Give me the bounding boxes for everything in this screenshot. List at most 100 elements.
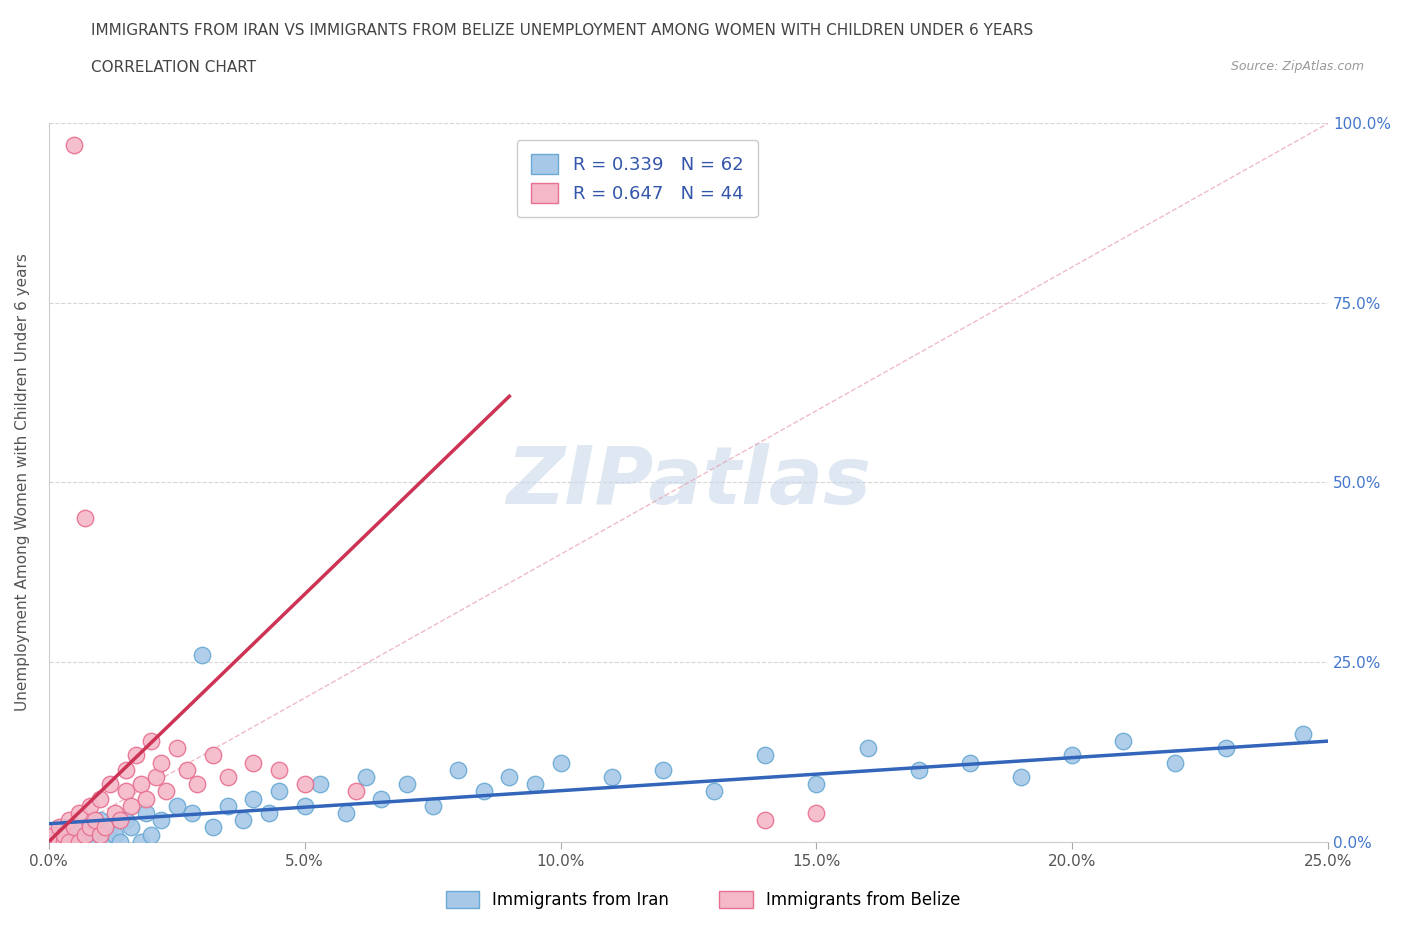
Point — [129, 834, 152, 849]
Point — [703, 784, 725, 799]
Point — [69, 834, 91, 849]
Legend: R = 0.339   N = 62, R = 0.647   N = 44: R = 0.339 N = 62, R = 0.647 N = 44 — [517, 140, 758, 218]
Point — [48, 827, 70, 842]
Point — [1010, 770, 1032, 785]
Text: CORRELATION CHART: CORRELATION CHART — [91, 60, 256, 75]
Point — [69, 820, 91, 835]
Point — [267, 763, 290, 777]
Point — [135, 805, 157, 820]
Point — [651, 763, 673, 777]
Point — [139, 827, 162, 842]
Point — [959, 755, 981, 770]
Point — [217, 798, 239, 813]
Point — [806, 805, 828, 820]
Point — [98, 777, 121, 791]
Point — [110, 834, 132, 849]
Point — [1163, 755, 1185, 770]
Point — [217, 770, 239, 785]
Point — [48, 834, 70, 849]
Point — [73, 827, 96, 842]
Point — [242, 755, 264, 770]
Point — [63, 827, 86, 842]
Point — [267, 784, 290, 799]
Point — [309, 777, 332, 791]
Point — [69, 805, 91, 820]
Point — [58, 827, 80, 842]
Point — [114, 784, 136, 799]
Point — [335, 805, 357, 820]
Point — [79, 834, 101, 849]
Point — [42, 834, 65, 849]
Point — [42, 827, 65, 842]
Point — [354, 770, 377, 785]
Point — [79, 820, 101, 835]
Point — [422, 798, 444, 813]
Point — [73, 511, 96, 525]
Point — [150, 813, 173, 828]
Point — [58, 834, 80, 849]
Point — [523, 777, 546, 791]
Point — [94, 820, 117, 835]
Point — [79, 798, 101, 813]
Point — [1291, 726, 1313, 741]
Point — [166, 741, 188, 756]
Point — [186, 777, 208, 791]
Point — [83, 834, 105, 849]
Point — [89, 813, 111, 828]
Point — [83, 820, 105, 835]
Point — [600, 770, 623, 785]
Point — [181, 805, 204, 820]
Point — [69, 834, 91, 849]
Point — [53, 834, 76, 849]
Point — [83, 813, 105, 828]
Point — [120, 820, 142, 835]
Point — [114, 813, 136, 828]
Point — [447, 763, 470, 777]
Point — [1112, 734, 1135, 749]
Point — [176, 763, 198, 777]
Point — [125, 748, 148, 763]
Text: ZIPatlas: ZIPatlas — [506, 444, 870, 522]
Point — [472, 784, 495, 799]
Point — [63, 834, 86, 849]
Point — [98, 820, 121, 835]
Point — [294, 798, 316, 813]
Point — [63, 820, 86, 835]
Point — [395, 777, 418, 791]
Point — [294, 777, 316, 791]
Point — [550, 755, 572, 770]
Point — [73, 827, 96, 842]
Point — [344, 784, 367, 799]
Y-axis label: Unemployment Among Women with Children Under 6 years: Unemployment Among Women with Children U… — [15, 254, 30, 711]
Point — [1215, 741, 1237, 756]
Point — [48, 834, 70, 849]
Point — [89, 791, 111, 806]
Point — [155, 784, 177, 799]
Point — [370, 791, 392, 806]
Point — [201, 748, 224, 763]
Point — [856, 741, 879, 756]
Point — [150, 755, 173, 770]
Point — [257, 805, 280, 820]
Point — [135, 791, 157, 806]
Point — [94, 834, 117, 849]
Point — [48, 820, 70, 835]
Point — [58, 813, 80, 828]
Point — [498, 770, 520, 785]
Point — [114, 763, 136, 777]
Point — [58, 834, 80, 849]
Point — [129, 777, 152, 791]
Point — [89, 827, 111, 842]
Point — [63, 138, 86, 153]
Point — [201, 820, 224, 835]
Point — [754, 748, 776, 763]
Point — [104, 827, 127, 842]
Legend: Immigrants from Iran, Immigrants from Belize: Immigrants from Iran, Immigrants from Be… — [437, 883, 969, 917]
Point — [53, 827, 76, 842]
Point — [120, 798, 142, 813]
Point — [806, 777, 828, 791]
Text: IMMIGRANTS FROM IRAN VS IMMIGRANTS FROM BELIZE UNEMPLOYMENT AMONG WOMEN WITH CHI: IMMIGRANTS FROM IRAN VS IMMIGRANTS FROM … — [91, 23, 1033, 38]
Point — [754, 813, 776, 828]
Point — [104, 805, 127, 820]
Text: Source: ZipAtlas.com: Source: ZipAtlas.com — [1230, 60, 1364, 73]
